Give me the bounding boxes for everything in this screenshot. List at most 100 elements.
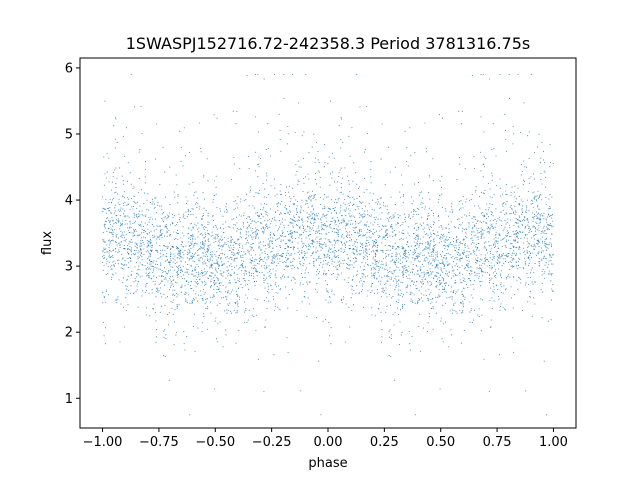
data-point xyxy=(202,288,205,290)
data-point xyxy=(222,215,224,217)
data-point xyxy=(435,254,437,256)
data-point xyxy=(337,199,339,201)
data-point xyxy=(255,116,257,118)
data-point xyxy=(285,265,287,267)
data-point xyxy=(216,277,218,279)
data-point xyxy=(168,212,171,214)
data-point xyxy=(376,247,378,249)
data-point xyxy=(441,292,443,294)
data-point xyxy=(203,255,205,257)
data-point xyxy=(151,245,153,247)
data-point xyxy=(112,175,114,178)
data-point xyxy=(380,263,382,265)
data-point xyxy=(262,226,264,228)
data-point xyxy=(222,346,224,348)
data-point xyxy=(301,251,303,253)
data-point xyxy=(327,290,329,292)
data-point xyxy=(443,265,446,267)
data-point xyxy=(139,245,141,247)
data-point xyxy=(108,239,110,241)
data-point xyxy=(210,266,212,268)
data-point xyxy=(286,266,288,268)
data-point xyxy=(500,284,502,286)
data-point xyxy=(168,261,171,263)
data-point xyxy=(206,306,209,308)
data-point xyxy=(337,256,340,259)
data-point xyxy=(215,269,217,271)
data-point xyxy=(167,214,169,216)
data-point xyxy=(432,306,434,308)
data-point xyxy=(143,215,145,217)
data-point xyxy=(480,116,482,118)
data-point xyxy=(452,256,454,258)
data-point xyxy=(500,306,502,308)
data-point xyxy=(391,253,393,255)
data-point xyxy=(223,228,225,230)
data-point xyxy=(480,222,482,224)
data-point xyxy=(514,205,516,207)
data-point xyxy=(123,191,125,193)
data-point xyxy=(461,243,463,245)
data-point xyxy=(453,309,455,312)
data-point xyxy=(480,254,482,256)
data-point xyxy=(339,228,341,230)
data-point xyxy=(419,253,421,255)
data-point xyxy=(545,176,547,178)
data-point xyxy=(407,165,409,167)
data-point xyxy=(488,228,490,230)
data-point xyxy=(103,264,105,267)
data-point xyxy=(509,268,511,271)
data-point xyxy=(380,320,382,322)
data-point xyxy=(312,251,315,253)
data-point xyxy=(327,163,329,165)
data-point xyxy=(395,247,397,250)
data-point xyxy=(384,225,386,227)
data-point xyxy=(512,250,514,252)
data-point xyxy=(495,240,497,242)
data-point xyxy=(417,257,419,259)
data-point xyxy=(474,216,476,218)
data-point xyxy=(343,263,345,265)
data-point xyxy=(470,308,472,310)
data-point xyxy=(188,248,190,250)
data-point xyxy=(213,262,215,264)
data-point xyxy=(535,211,537,213)
data-point xyxy=(424,122,426,124)
data-point xyxy=(110,256,112,258)
data-point xyxy=(445,226,447,229)
data-point xyxy=(405,252,407,254)
data-point xyxy=(219,245,221,247)
data-point xyxy=(176,246,178,248)
data-point xyxy=(434,267,436,269)
data-point xyxy=(237,302,239,304)
data-point xyxy=(366,295,368,297)
data-point xyxy=(268,255,270,257)
data-point xyxy=(220,291,222,293)
data-point xyxy=(176,247,178,250)
data-point xyxy=(308,281,310,283)
data-point xyxy=(540,194,542,196)
data-point xyxy=(192,270,194,272)
data-point xyxy=(498,233,500,235)
data-point xyxy=(538,224,540,226)
data-point xyxy=(177,233,179,235)
data-point xyxy=(516,235,519,237)
data-point xyxy=(402,233,404,235)
data-point xyxy=(302,228,304,230)
data-point xyxy=(386,296,388,298)
data-point xyxy=(255,330,257,332)
data-point xyxy=(548,198,550,200)
data-point xyxy=(345,207,347,209)
data-point xyxy=(461,222,463,224)
data-point xyxy=(413,211,415,213)
data-point xyxy=(497,240,499,242)
data-point xyxy=(403,213,405,215)
data-point xyxy=(446,264,448,266)
data-point xyxy=(234,282,236,284)
data-point xyxy=(469,279,471,282)
data-point xyxy=(388,217,391,219)
data-point xyxy=(395,269,397,271)
data-point xyxy=(187,268,189,270)
data-point xyxy=(211,256,213,258)
data-point xyxy=(281,275,284,277)
